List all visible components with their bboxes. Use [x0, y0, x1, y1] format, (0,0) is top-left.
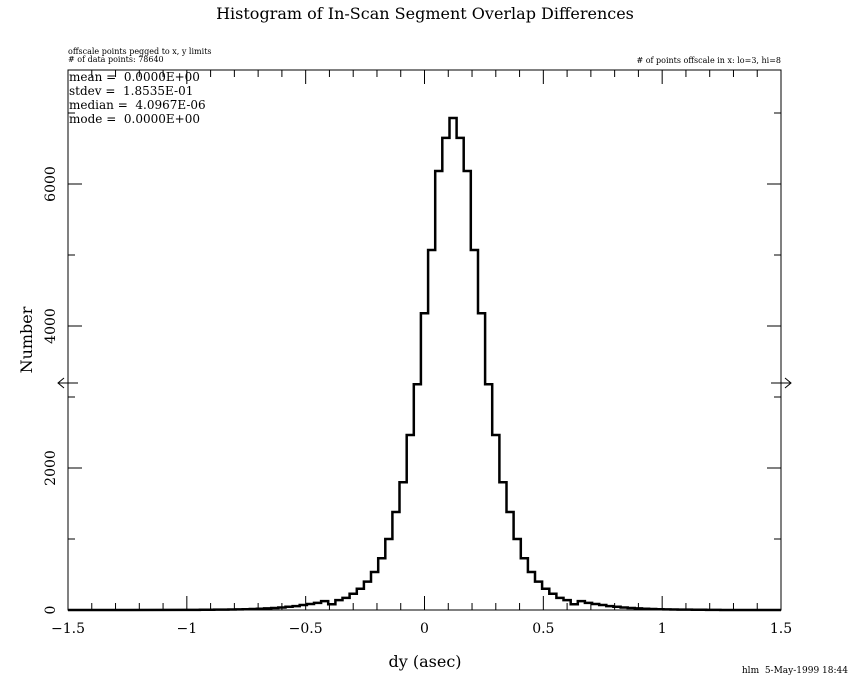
- stat-stdev: stdev = 1.8535E-01: [69, 84, 193, 98]
- x-tick-label: 1.5: [770, 621, 792, 637]
- offscale-note: offscale points pegged to x, y limits: [68, 47, 212, 56]
- chart-title: Histogram of In-Scan Segment Overlap Dif…: [216, 4, 634, 23]
- x-tick-label: 0.5: [532, 621, 554, 637]
- plot-frame: [67, 69, 782, 611]
- y-tick-label: 6000: [43, 166, 59, 202]
- offscale-count: # of points offscale in x: lo=3, hi=8: [636, 56, 781, 65]
- x-tick-label: 1: [658, 621, 667, 637]
- data-points-count: # of data points: 78640: [68, 55, 164, 64]
- x-axis-label: dy (asec): [388, 652, 461, 671]
- x-tick-label: −0.5: [289, 621, 323, 637]
- x-tick-label: −1: [177, 621, 198, 637]
- y-tick-label: 4000: [43, 308, 59, 344]
- left-arrow-marker: [57, 377, 78, 389]
- y-tick-label: 0: [43, 606, 59, 615]
- axis-ticks: [67, 70, 782, 611]
- y-tick-label: 2000: [43, 450, 59, 486]
- x-tick-labels: −1.5 −1 −0.5 0 0.5 1 1.5: [51, 621, 792, 637]
- stat-median: median = 4.0967E-06: [69, 98, 206, 112]
- x-tick-label: −1.5: [51, 621, 85, 637]
- histogram-step-line: [67, 116, 781, 612]
- stat-mean: mean = 0.0000E+00: [69, 70, 200, 84]
- y-axis-label: Number: [17, 306, 36, 373]
- x-tick-label: 0: [420, 621, 429, 637]
- right-arrow-marker: [771, 377, 792, 389]
- stat-mode: mode = 0.0000E+00: [69, 112, 200, 126]
- footer-stamp: hlm 5-May-1999 18:44: [742, 666, 848, 676]
- y-tick-labels: 0 2000 4000 6000: [43, 166, 59, 614]
